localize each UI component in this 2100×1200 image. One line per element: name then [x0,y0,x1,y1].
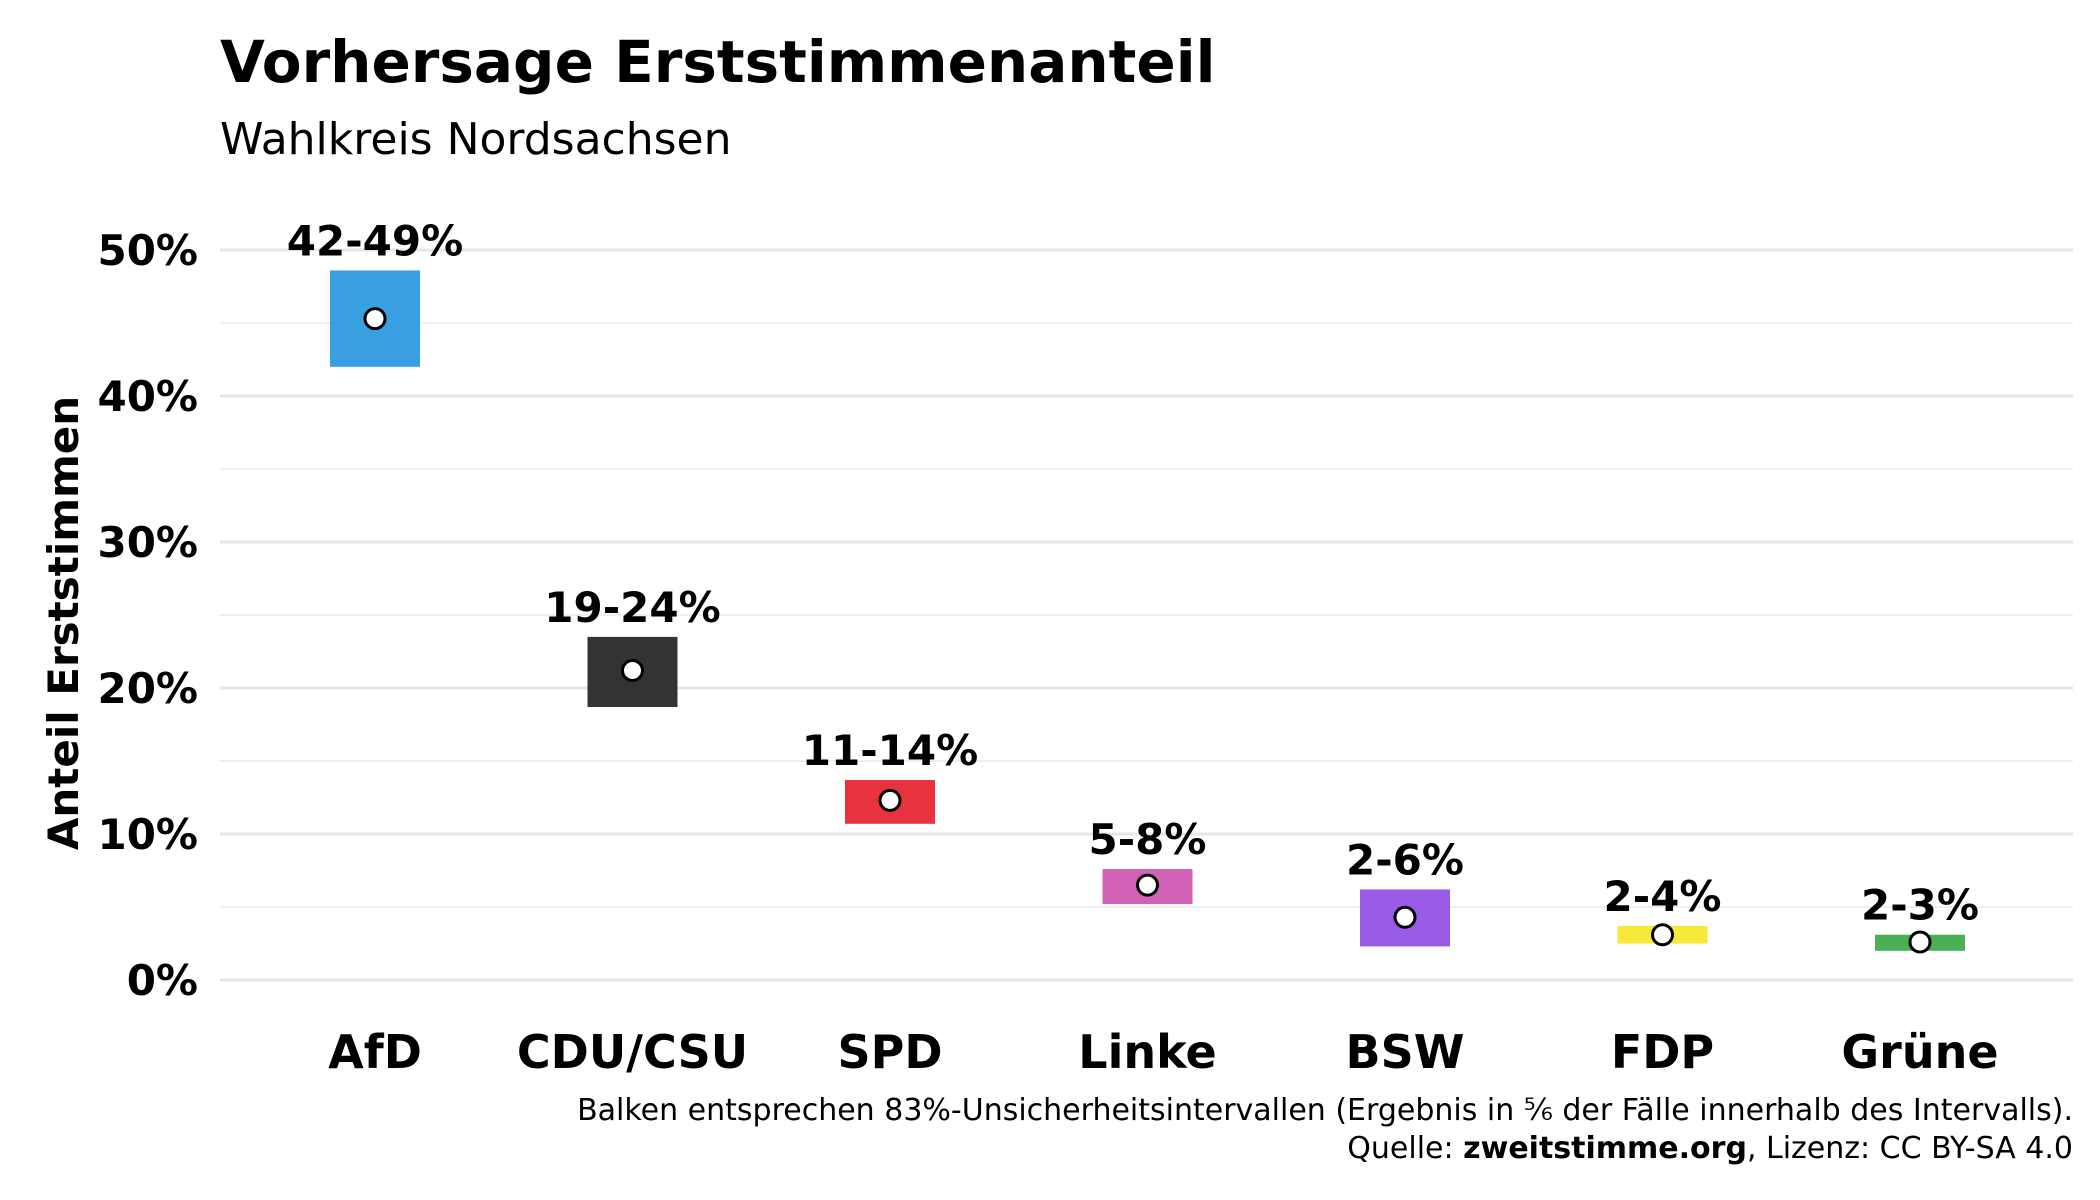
x-tick-label: FDP [1611,1025,1714,1079]
y-tick-label: 30% [97,518,198,567]
interval-label: 11-14% [802,726,978,775]
point-estimate [1136,873,1159,897]
x-tick-label: Grüne [1841,1025,1998,1079]
caption-source: Quelle: zweitstimme.org, Lizenz: CC BY-S… [577,1130,2073,1168]
point-estimate [621,658,644,682]
chart-subtitle: Wahlkreis Nordsachsen [220,114,732,165]
x-tick-labels: AfD CDU/CSU SPD Linke BSW FDP Grüne [328,1025,1998,1079]
caption-note: Balken entsprechen 83%-Unsicherheitsinte… [577,1093,2073,1128]
source-license: , Lizenz: CC BY-SA 4.0 [1746,1131,2073,1166]
gridlines [220,248,2073,982]
point-estimates [363,307,1932,954]
y-tick-label: 20% [97,664,198,713]
point-estimate [878,788,902,812]
point-estimate [363,307,387,331]
x-tick-label: AfD [328,1025,422,1079]
y-tick-label: 0% [127,956,198,1005]
point-estimate [1651,923,1674,947]
point-estimate [1393,905,1417,929]
interval-label: 19-24% [544,583,720,632]
source-link[interactable]: zweitstimme.org [1463,1131,1747,1166]
y-tick-label: 50% [97,226,198,275]
y-axis-label: Anteil Erststimmen [39,396,88,850]
interval-labels: 42-49% 19-24% 11-14% 5-8% 2-6% 2-4% 2-3% [287,216,1979,929]
interval-label: 2-6% [1346,835,1464,884]
source-prefix: Quelle: [1347,1131,1464,1166]
x-tick-label: SPD [837,1025,942,1079]
chart-title: Vorhersage Erststimmenanteil [220,28,1216,96]
interval-label: 42-49% [287,216,463,265]
x-tick-label: CDU/CSU [517,1025,748,1079]
y-tick-label: 10% [97,810,198,859]
y-tick-label: 40% [97,372,198,421]
interval-label: 5-8% [1089,815,1207,864]
x-tick-label: Linke [1078,1025,1216,1079]
interval-label: 2-3% [1861,881,1979,930]
interval-label: 2-4% [1604,872,1722,921]
point-estimate [1908,930,1932,954]
chart-caption: Balken entsprechen 83%-Unsicherheitsinte… [577,1092,2073,1168]
x-tick-label: BSW [1346,1025,1465,1079]
y-tick-labels: 0% 10% 20% 30% 40% 50% [97,226,198,1005]
